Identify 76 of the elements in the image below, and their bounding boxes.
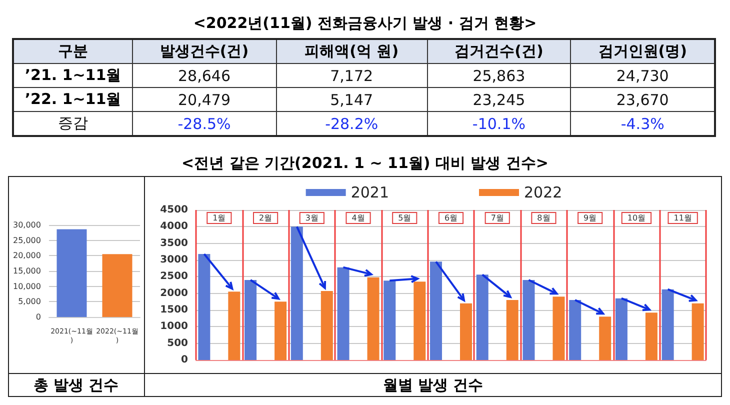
text: 구분: [13, 39, 132, 64]
x-tick-label: 10월: [627, 214, 646, 222]
x-tick-label: 5월: [398, 214, 412, 222]
text: 7,172: [330, 66, 374, 84]
y-tick-label: 20,000: [12, 251, 41, 260]
text: <2022년(11월) 전화금융사기 발생 · 검거 현황>: [192, 14, 538, 34]
bar: [552, 296, 565, 360]
bar: [692, 303, 704, 360]
y-tick-label: 5,000: [18, 297, 41, 306]
y-tick-label: 10,000: [12, 282, 41, 291]
y-tick-label: 4000: [160, 221, 188, 232]
bar: [645, 312, 658, 360]
category-label: 검거건수(건): [427, 39, 571, 64]
x-tick-label: 8월: [537, 214, 550, 222]
bar: [476, 274, 488, 360]
category-label: 검거인원(명): [570, 39, 715, 64]
y-tick-label: 3000: [160, 254, 188, 266]
text: 23,670: [616, 90, 669, 108]
text: 28,646: [178, 66, 230, 84]
chart-title: <전년 같은 기간(2021. 1 ~ 11월) 대비 발생 건수>: [180, 154, 550, 173]
x-tick-label: 1월: [212, 214, 226, 222]
bar: [522, 280, 535, 360]
category-label: ’22. 1~11월: [24, 90, 122, 108]
y-tick-label: 25,000: [12, 236, 41, 245]
category-label: ’21. 1~11월: [24, 66, 122, 84]
bar: [337, 267, 350, 360]
y-tick-label: 1000: [160, 321, 188, 332]
x-tick-label: 7월: [490, 214, 504, 222]
bar: [367, 277, 380, 360]
legend-label: 2021: [350, 184, 390, 202]
x-tick-label: 2월: [259, 214, 272, 222]
x-tick-label: 6월: [444, 214, 458, 222]
x-tick-label: 3월: [305, 214, 318, 222]
text: 24,730: [616, 66, 669, 84]
bar: [599, 316, 612, 360]
y-tick-label: 4500: [160, 204, 188, 216]
bar: [506, 300, 518, 360]
x-tick-label: 11월: [674, 214, 692, 222]
y-tick-label: 500: [167, 338, 188, 349]
legend-label: 2022: [524, 184, 562, 202]
bar: [274, 302, 287, 360]
bar: [460, 303, 472, 360]
x-axis-title: 총 발생 건수: [32, 375, 120, 396]
category-label: 발생건수(건): [132, 39, 276, 64]
bar: [290, 226, 303, 360]
y-tick-label: 30,000: [12, 220, 41, 230]
text: 25,863: [472, 66, 526, 84]
y-tick-label: 3500: [160, 238, 188, 249]
text: 5,147: [330, 90, 374, 108]
bar: [615, 298, 628, 360]
x-tick-label: 4월: [352, 214, 365, 222]
bar: [228, 292, 240, 360]
y-tick-label: 0: [181, 354, 188, 366]
x-axis-title: 월별 발생 건수: [382, 375, 484, 396]
bar: [414, 282, 426, 360]
y-tick-label: 15,000: [12, 266, 41, 276]
bar: [569, 300, 582, 360]
text: -28.2%: [325, 114, 378, 132]
text: 23,245: [472, 90, 526, 108]
y-tick-label: 0: [36, 312, 41, 322]
category-label: 증감: [58, 114, 88, 132]
bar: [198, 254, 210, 360]
text: -4.3%: [620, 114, 664, 132]
bar: [384, 280, 396, 360]
y-tick-label: 2500: [160, 271, 188, 282]
bar: [662, 289, 674, 360]
bar: [244, 280, 257, 360]
y-tick-label: 2000: [160, 288, 188, 299]
bar: [430, 262, 442, 360]
x-tick-label: 9월: [584, 214, 597, 222]
text: -10.1%: [472, 114, 526, 132]
text: -28.5%: [178, 114, 231, 132]
bar: [320, 291, 333, 360]
text: 20,479: [178, 90, 230, 108]
y-tick-label: 1500: [160, 304, 188, 316]
category-label: 피해액(억 원): [276, 39, 428, 64]
